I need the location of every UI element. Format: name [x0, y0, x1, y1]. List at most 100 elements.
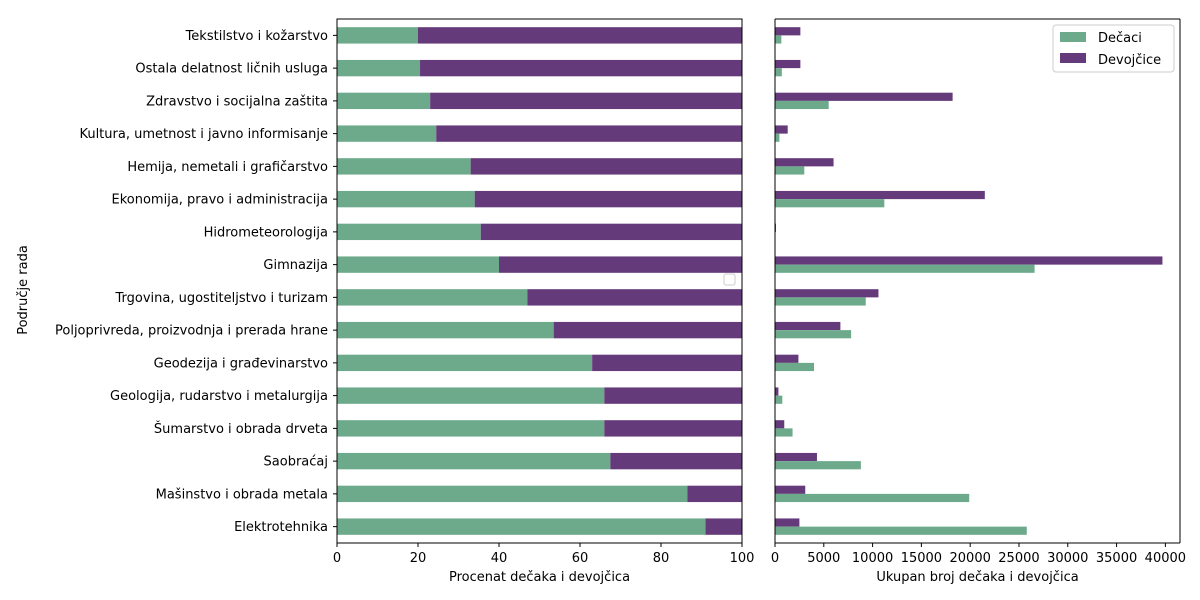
- category-label-zdravstvo-i-socijalna-zastita: Zdravstvo i socijalna zaštita: [146, 94, 328, 109]
- category-label-masinstvo-i-obrada-metala: Mašinstvo i obrada metala: [156, 487, 328, 502]
- count-bar-girls-poljoprivreda-proizvodnja-i-prerada-hrane: [775, 321, 841, 331]
- percent-bar-boys-hemija-nemetali-i-graficarstvo: [337, 158, 471, 175]
- percent-bar-girls-hidrometeorologija: [480, 223, 742, 241]
- percent-bar-boys-masinstvo-i-obrada-metala: [337, 485, 688, 503]
- count-bar-girls-zdravstvo-i-socijalna-zastita: [775, 92, 953, 101]
- y-axis-label: Područje rada: [16, 245, 31, 335]
- count-bar-boys-trgovina-ugostiteljstvo-i-turizam: [775, 297, 866, 306]
- category-label-tekstilstvo-i-kozarstvo: Tekstilstvo i kožarstvo: [185, 29, 328, 44]
- count-x-tick-label: 10000: [852, 551, 893, 566]
- empty-legend-box: [723, 273, 736, 286]
- percent-bar-boys-saobracaj: [337, 452, 611, 470]
- legend: Dečaci Devojčice: [1052, 24, 1175, 73]
- percent-bar-boys-hidrometeorologija: [337, 223, 481, 241]
- count-x-tick-label: 15000: [901, 551, 942, 566]
- count-bar-boys-saobracaj: [775, 461, 861, 470]
- percent-x-tick-label: 60: [572, 551, 589, 566]
- count-x-tick-label: 30000: [1047, 551, 1088, 566]
- count-bar-girls-sumarstvo-i-obrada-drveta: [775, 420, 785, 429]
- count-bar-girls-geodezija-i-gradevinarstvo: [775, 354, 799, 363]
- category-label-gimnazija: Gimnazija: [263, 258, 328, 273]
- count-x-tick-label: 35000: [1096, 551, 1137, 566]
- percent-bar-boys-ostala-delatnost-licnih-usluga: [337, 59, 421, 77]
- count-bar-boys-tekstilstvo-i-kozarstvo: [775, 35, 782, 44]
- percent-bar-boys-kultura-umetnost-i-javno-informisanje: [337, 125, 437, 142]
- legend-swatch-boys: [1060, 32, 1086, 42]
- count-bar-girls-ostala-delatnost-licnih-usluga: [775, 59, 801, 69]
- count-x-axis-label: Ukupan broj dečaka i devojčica: [876, 570, 1078, 585]
- count-x-tick-label: 0: [771, 551, 779, 566]
- count-bar-girls-tekstilstvo-i-kozarstvo: [775, 27, 801, 36]
- count-bar-girls-masinstvo-i-obrada-metala: [775, 485, 806, 494]
- percent-bar-girls-geologija-rudarstvo-i-metalurgija: [604, 387, 742, 404]
- count-bar-girls-kultura-umetnost-i-javno-informisanje: [775, 125, 788, 134]
- percent-bar-boys-trgovina-ugostiteljstvo-i-turizam: [337, 289, 528, 306]
- percent-bar-girls-saobracaj: [610, 452, 742, 470]
- category-label-geodezija-i-gradevinarstvo: Geodezija i građevinarstvo: [154, 356, 328, 371]
- count-bar-girls-hemija-nemetali-i-graficarstvo: [775, 158, 834, 167]
- count-x-tick-label: 25000: [998, 551, 1039, 566]
- percent-bar-boys-poljoprivreda-proizvodnja-i-prerada-hrane: [337, 321, 554, 339]
- category-label-ostala-delatnost-licnih-usluga: Ostala delatnost ličnih usluga: [135, 62, 328, 77]
- percent-bar-boys-ekonomija-pravo-i-administracija: [337, 190, 475, 208]
- legend-swatch-girls: [1060, 53, 1086, 63]
- percent-x-tick-label: 0: [333, 551, 341, 566]
- category-labels: Tekstilstvo i kožarstvo Ostala delatnost …: [55, 29, 337, 535]
- count-bar-boys-poljoprivreda-proizvodnja-i-prerada-hrane: [775, 330, 852, 339]
- percent-x-tick-label: 80: [653, 551, 670, 566]
- count-bar-girls-ekonomija-pravo-i-administracija: [775, 190, 985, 200]
- percent-x-tick-label: 40: [491, 551, 508, 566]
- percent-bar-girls-ostala-delatnost-licnih-usluga: [420, 59, 742, 77]
- percent-bar-girls-hemija-nemetali-i-graficarstvo: [470, 158, 742, 175]
- count-bar-girls-geologija-rudarstvo-i-metalurgija: [775, 387, 779, 396]
- percent-bar-boys-elektrotehnika: [337, 518, 706, 535]
- percent-panel-frame: [336, 18, 743, 544]
- percent-bar-boys-zdravstvo-i-socijalna-zastita: [337, 92, 431, 110]
- count-bar-boys-ekonomija-pravo-i-administracija: [775, 199, 885, 208]
- category-label-saobracaj: Saobraćaj: [264, 455, 328, 470]
- category-label-kultura-umetnost-i-javno-informisanje: Kultura, umetnost i javno informisanje: [79, 127, 328, 142]
- count-bar-boys-ostala-delatnost-licnih-usluga: [775, 68, 782, 77]
- percent-bar-girls-trgovina-ugostiteljstvo-i-turizam: [527, 289, 742, 306]
- count-x-tick-label: 5000: [807, 551, 840, 566]
- percent-bar-boys-gimnazija: [337, 256, 499, 273]
- category-label-hemija-nemetali-i-graficarstvo: Hemija, nemetali i grafičarstvo: [127, 160, 328, 175]
- category-label-poljoprivreda-proizvodnja-i-prerada-hrane: Poljoprivreda, proizvodnja i prerada hra…: [55, 324, 328, 339]
- percent-bar-girls-tekstilstvo-i-kozarstvo: [418, 27, 742, 44]
- category-label-trgovina-ugostiteljstvo-i-turizam: Trgovina, ugostiteljstvo i turizam: [114, 291, 328, 306]
- category-label-hidrometeorologija: Hidrometeorologija: [204, 225, 328, 240]
- percent-bar-girls-gimnazija: [499, 256, 742, 273]
- percent-panel: 0 20 40 60 80 100 Procenat dečaka i devojčica: [333, 18, 755, 585]
- count-panel: 0 5000 10000 15000 20000 25000 30000 35000 40000…: [771, 18, 1186, 585]
- legend-label-boys: Dečaci: [1098, 31, 1142, 46]
- count-bar-boys-sumarstvo-i-obrada-drveta: [775, 428, 793, 437]
- percent-bar-girls-elektrotehnika: [705, 518, 742, 535]
- percent-bar-girls-geodezija-i-gradevinarstvo: [592, 354, 742, 372]
- count-bar-girls-trgovina-ugostiteljstvo-i-turizam: [775, 289, 879, 298]
- percent-bar-boys-sumarstvo-i-obrada-drveta: [337, 420, 605, 437]
- percent-x-tick-label: 20: [410, 551, 427, 566]
- percent-bar-boys-geologija-rudarstvo-i-metalurgija: [337, 387, 605, 404]
- percent-bar-girls-poljoprivreda-proizvodnja-i-prerada-hrane: [553, 321, 742, 339]
- count-bar-boys-kultura-umetnost-i-javno-informisanje: [775, 133, 780, 142]
- percent-bar-girls-kultura-umetnost-i-javno-informisanje: [436, 125, 742, 142]
- percent-bar-boys-tekstilstvo-i-kozarstvo: [337, 27, 418, 44]
- count-bar-girls-gimnazija: [775, 256, 1163, 265]
- category-label-sumarstvo-i-obrada-drveta: Šumarstvo i obrada drveta: [154, 421, 328, 437]
- percent-x-axis-label: Procenat dečaka i devojčica: [449, 570, 630, 585]
- category-label-elektrotehnika: Elektrotehnika: [234, 520, 328, 535]
- percent-x-tick-label: 100: [730, 551, 755, 566]
- percent-bar-girls-zdravstvo-i-socijalna-zastita: [430, 92, 742, 110]
- category-label-ekonomija-pravo-i-administracija: Ekonomija, pravo i administracija: [112, 193, 329, 208]
- legend-label-girls: Devojčice: [1098, 53, 1161, 68]
- count-bar-boys-elektrotehnika: [775, 526, 1027, 535]
- count-x-tick-label: 40000: [1145, 551, 1186, 566]
- count-x-tick-label: 20000: [950, 551, 991, 566]
- percent-bar-girls-sumarstvo-i-obrada-drveta: [604, 420, 742, 437]
- count-bar-boys-geodezija-i-gradevinarstvo: [775, 362, 815, 372]
- percent-bar-boys-geodezija-i-gradevinarstvo: [337, 354, 593, 372]
- count-bar-boys-geologija-rudarstvo-i-metalurgija: [775, 395, 783, 404]
- count-bar-boys-hemija-nemetali-i-graficarstvo: [775, 166, 805, 175]
- percent-bar-girls-masinstvo-i-obrada-metala: [687, 485, 742, 503]
